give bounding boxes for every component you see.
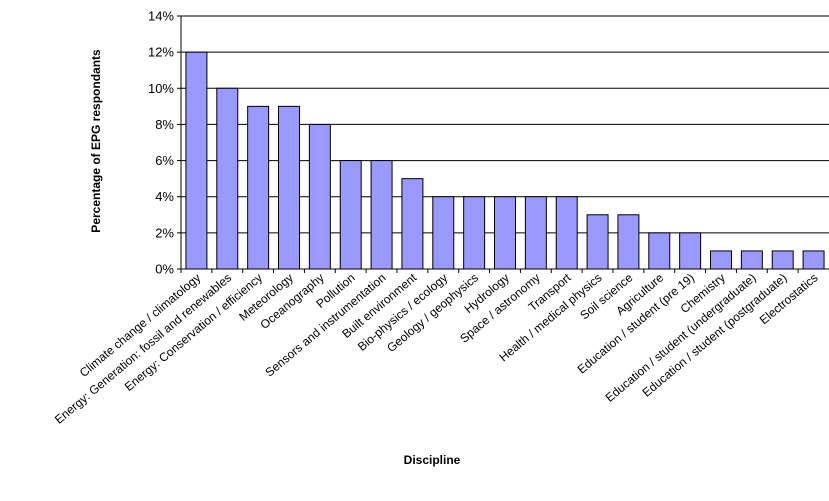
bar: [308, 123, 331, 270]
y-axis-title: Percentage of EPG respondants: [89, 49, 103, 233]
x-axis-title: Discipline: [404, 453, 461, 467]
y-tick-label: 4%: [155, 189, 174, 204]
y-tick-label: 12%: [148, 45, 174, 60]
bar: [679, 232, 702, 270]
y-tick-labels: 0% 2% 4% 6% 8% 10% 12% 14%: [148, 9, 174, 277]
bar: [339, 160, 362, 270]
bar: [370, 160, 393, 270]
y-tick-label: 8%: [155, 117, 174, 132]
bar: [494, 196, 516, 270]
bar: [216, 87, 239, 270]
y-tick-label: 14%: [148, 9, 174, 24]
bar: [802, 250, 825, 270]
bar: [555, 196, 578, 270]
bar: [771, 250, 794, 270]
y-tick-label: 0%: [155, 262, 174, 277]
bar: [586, 214, 609, 270]
y-tick-label: 6%: [155, 153, 174, 168]
bar: [247, 105, 270, 270]
x-tick-label: Energy: Generation: fossil and renewable…: [52, 271, 234, 427]
bar: [617, 214, 640, 270]
bar: [463, 196, 486, 270]
x-tick-label: Climate change / climatology: [77, 271, 204, 380]
bar: [432, 196, 455, 270]
y-tick-label: 10%: [148, 81, 174, 96]
y-tick-label: 2%: [155, 225, 174, 240]
bar: [524, 196, 547, 270]
bar: [185, 51, 208, 270]
bar: [710, 250, 732, 270]
bar: [278, 105, 300, 270]
bar: [740, 250, 763, 270]
axes: [177, 15, 829, 273]
bar: [401, 178, 424, 270]
bar: [648, 232, 671, 270]
bars: [185, 51, 825, 270]
